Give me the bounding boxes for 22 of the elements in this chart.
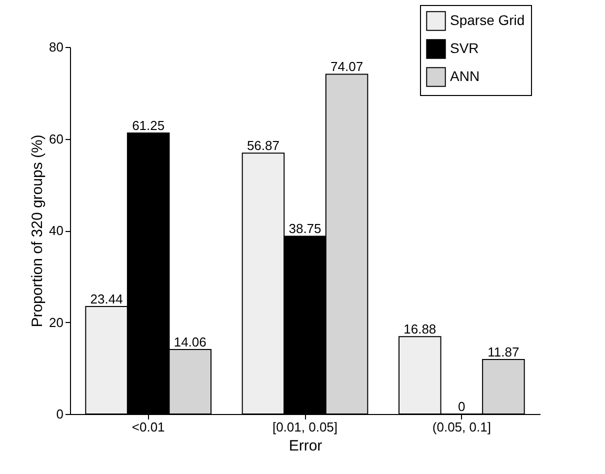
x-tick-label: (0.05, 0.1]	[432, 420, 491, 434]
y-axis-title: Proportion of 320 groups (%)	[29, 134, 46, 328]
legend-label: SVR	[450, 40, 479, 56]
y-tick-label: 40	[49, 223, 64, 238]
data-label: 11.87	[488, 344, 520, 360]
data-label: 14.06	[174, 334, 206, 350]
data-label: 56.87	[246, 138, 280, 154]
legend-label: Sparse Grid	[450, 12, 525, 28]
x-axis-title: Error	[288, 438, 322, 454]
data-label: 61.25	[132, 118, 165, 134]
y-tick-label: 80	[49, 40, 64, 54]
data-label: 74.07	[330, 59, 364, 74]
data-label: 38.75	[288, 221, 322, 236]
x-tick-label: [0.01, 0.05]	[272, 420, 338, 434]
x-tick-label: <0.01	[132, 420, 165, 434]
legend-label: ANN	[450, 68, 480, 84]
data-label: 23.44	[90, 291, 123, 306]
data-label: 16.88	[404, 322, 436, 337]
y-tick-label: 20	[49, 314, 64, 330]
y-tick-label: 0	[56, 406, 64, 422]
data-label: 0	[458, 399, 466, 414]
y-tick-label: 60	[49, 131, 64, 146]
